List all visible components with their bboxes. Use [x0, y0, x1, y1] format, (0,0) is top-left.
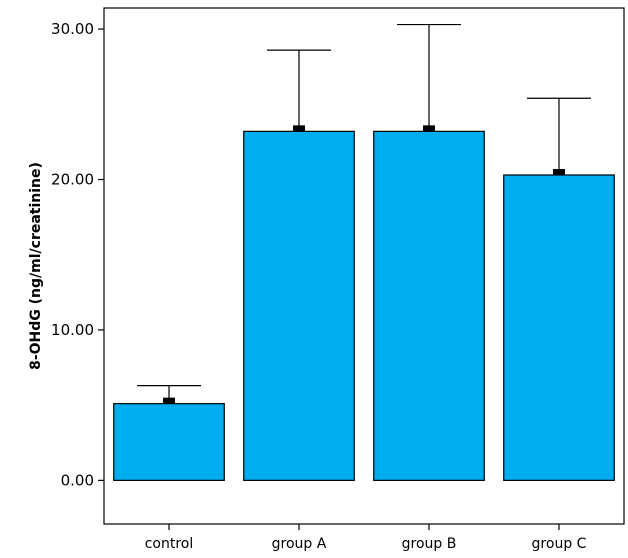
bar — [113, 403, 225, 481]
bar-series — [113, 23, 615, 481]
y-tick-label: 20.00 — [51, 170, 94, 188]
bar — [243, 130, 355, 481]
y-axis: 0.00 10.00 20.00 30.00 — [51, 20, 104, 489]
x-axis: control group A group B group C — [145, 524, 587, 552]
mean-marker — [293, 125, 305, 132]
x-tick-label: group C — [532, 536, 587, 552]
y-tick-label: 0.00 — [61, 471, 94, 489]
y-axis-title: 8-OHdG (ng/ml/creatinine) — [28, 162, 44, 370]
y-tick-label: 10.00 — [51, 321, 94, 339]
x-tick-label: group B — [402, 536, 457, 552]
x-tick-label: group A — [272, 536, 327, 552]
y-tick-label: 30.00 — [51, 20, 94, 38]
mean-marker — [423, 125, 435, 132]
x-tick-label: control — [145, 536, 194, 552]
mean-marker — [553, 168, 565, 175]
bar — [373, 130, 485, 481]
plot-frame — [103, 7, 625, 525]
mean-marker — [163, 397, 175, 404]
bar — [503, 174, 615, 481]
